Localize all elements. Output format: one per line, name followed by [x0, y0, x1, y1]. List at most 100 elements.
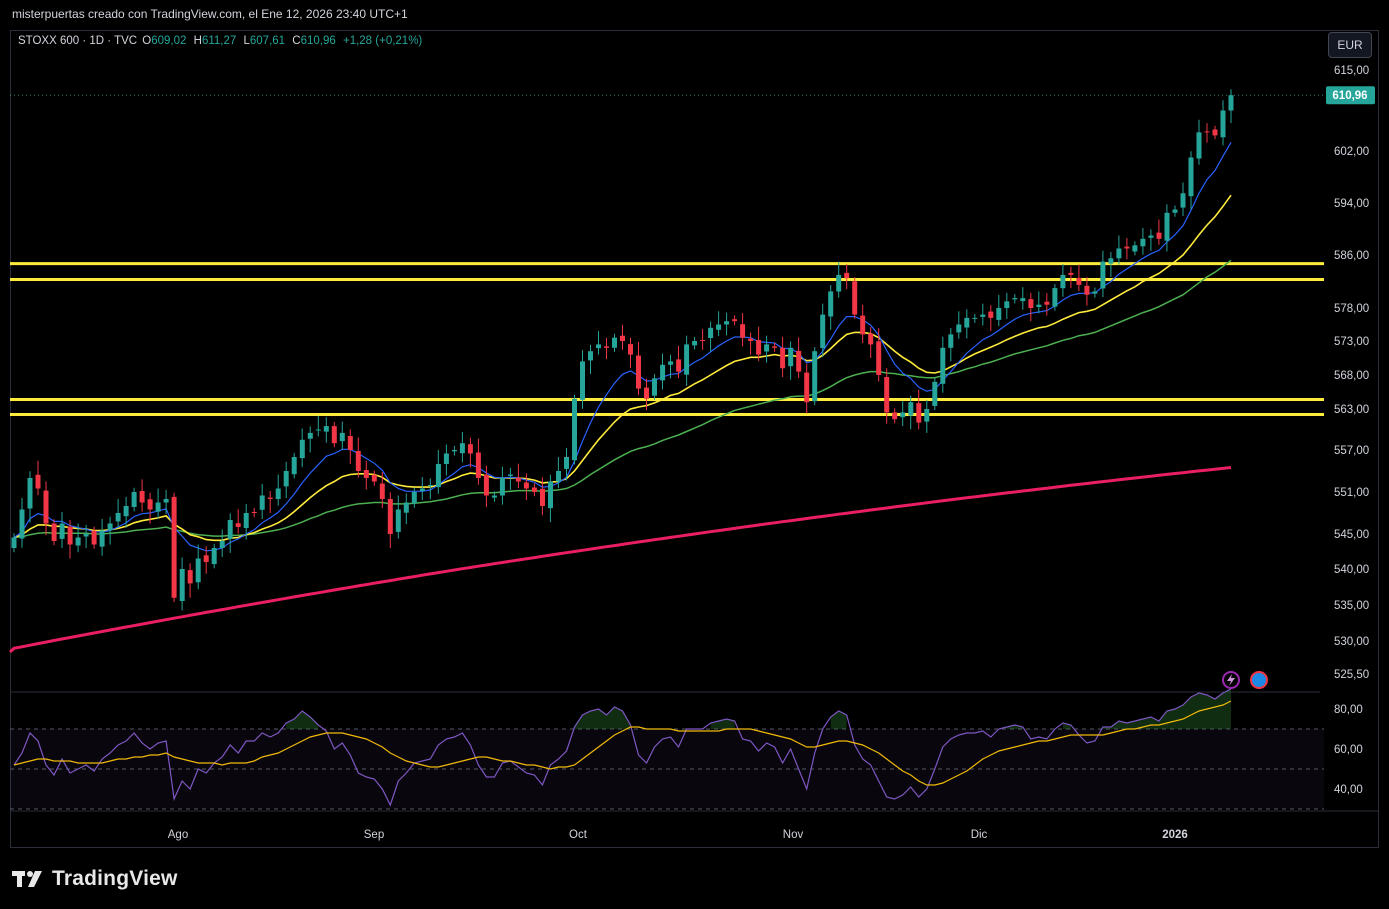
candle-body: [732, 319, 738, 322]
candle-body: [195, 558, 201, 583]
candle-body: [211, 548, 217, 565]
candle-body: [956, 324, 962, 333]
time-tick-label: 2026: [1162, 829, 1188, 841]
candle-body: [379, 483, 385, 499]
price-tick-label: 578,00: [1334, 303, 1369, 315]
candle-body: [419, 488, 425, 491]
legend-high-label: H: [193, 35, 202, 47]
candle-body: [772, 346, 778, 348]
candle-body: [964, 317, 970, 328]
candle-body: [1156, 232, 1162, 239]
candle-body: [259, 495, 265, 510]
candle-body: [820, 314, 826, 349]
legend-low: 607,61: [249, 35, 286, 47]
candle-body: [652, 378, 657, 396]
candle-body: [171, 496, 177, 598]
candle-body: [748, 338, 754, 341]
candle-body: [836, 274, 842, 292]
candle-body: [796, 350, 802, 372]
legend-open-label: O: [142, 35, 152, 47]
legend-open: 609,02: [151, 35, 187, 47]
candle-body: [307, 432, 313, 439]
candle-body: [35, 474, 41, 489]
candle-body: [628, 344, 633, 355]
lightning-icon[interactable]: [1222, 671, 1240, 689]
candle-body: [139, 491, 145, 503]
ema-mid-line: [13, 194, 1232, 542]
candle-body: [155, 502, 161, 512]
candle-body: [91, 530, 97, 545]
ema-long-line: [8, 466, 1232, 654]
candle-body: [764, 344, 770, 352]
candle-body: [572, 398, 577, 461]
candle-body: [1140, 238, 1146, 247]
price-tick-label: 563,00: [1334, 404, 1369, 416]
candle-body: [1044, 301, 1050, 305]
candle-body: [844, 272, 850, 279]
rsi-tick-label: 60,00: [1334, 744, 1363, 756]
candle-body: [355, 451, 361, 471]
candle-body: [179, 569, 185, 601]
candle-body: [363, 470, 369, 478]
candle-body: [756, 340, 762, 355]
candle-body: [1012, 298, 1018, 300]
rsi-tick-label: 40,00: [1334, 784, 1363, 796]
legend-symbol[interactable]: STOXX 600 · 1D · TVC: [18, 35, 138, 47]
candle-body: [107, 523, 113, 531]
candle-body: [708, 327, 714, 338]
price-tick-label: 551,00: [1334, 487, 1369, 499]
candle-body: [411, 492, 417, 504]
candle-body: [1068, 272, 1074, 275]
candle-body: [395, 509, 401, 532]
candle-body: [371, 474, 377, 482]
candle-body: [75, 537, 81, 546]
candle-body: [620, 335, 625, 341]
candle-body: [43, 490, 49, 524]
candle-body: [580, 361, 585, 400]
currency-button[interactable]: EUR: [1328, 32, 1372, 58]
price-tick-label: 594,00: [1334, 198, 1369, 210]
legend-low-label: L: [243, 35, 250, 47]
candle-body: [1092, 291, 1098, 294]
candle-body: [1108, 258, 1114, 264]
candle-body: [347, 436, 353, 450]
candle-body: [443, 453, 449, 464]
candle-body: [187, 570, 193, 584]
candle-body: [483, 474, 489, 496]
candle-body: [459, 443, 465, 454]
legend-close-label: C: [292, 35, 301, 47]
candle-body: [11, 537, 17, 548]
candle-body: [1084, 285, 1090, 295]
chart-frame[interactable]: [10, 30, 1379, 848]
candle-body: [59, 523, 65, 539]
time-tick-label: Ago: [168, 829, 188, 841]
candle-body: [804, 372, 810, 403]
candle-body: [267, 497, 273, 499]
candle-body: [548, 481, 553, 509]
candle-body: [123, 506, 129, 517]
candle-body: [427, 485, 433, 486]
tradingview-logo[interactable]: TradingView: [12, 866, 178, 892]
candle-body: [507, 474, 513, 476]
candle-body: [740, 324, 746, 338]
candle-body: [980, 314, 986, 317]
candle-body: [828, 291, 834, 317]
price-tick-label: 525,50: [1334, 669, 1369, 681]
candle-body: [403, 502, 409, 513]
candle-body: [604, 346, 609, 348]
candle-body: [227, 520, 233, 539]
candle-body: [972, 317, 978, 319]
globe-icon[interactable]: [1250, 671, 1268, 689]
candle-body: [1132, 245, 1138, 252]
candle-body: [99, 530, 105, 547]
candle-body: [1164, 212, 1170, 241]
candle-body: [299, 439, 305, 459]
candle-body: [716, 324, 722, 330]
caption: misterpuertas creado con TradingView.com…: [12, 7, 408, 21]
candle-body: [83, 534, 89, 537]
candle-body: [1028, 299, 1034, 308]
candle-body: [387, 499, 393, 534]
candle-body: [131, 492, 137, 507]
candle-body: [1116, 248, 1122, 259]
